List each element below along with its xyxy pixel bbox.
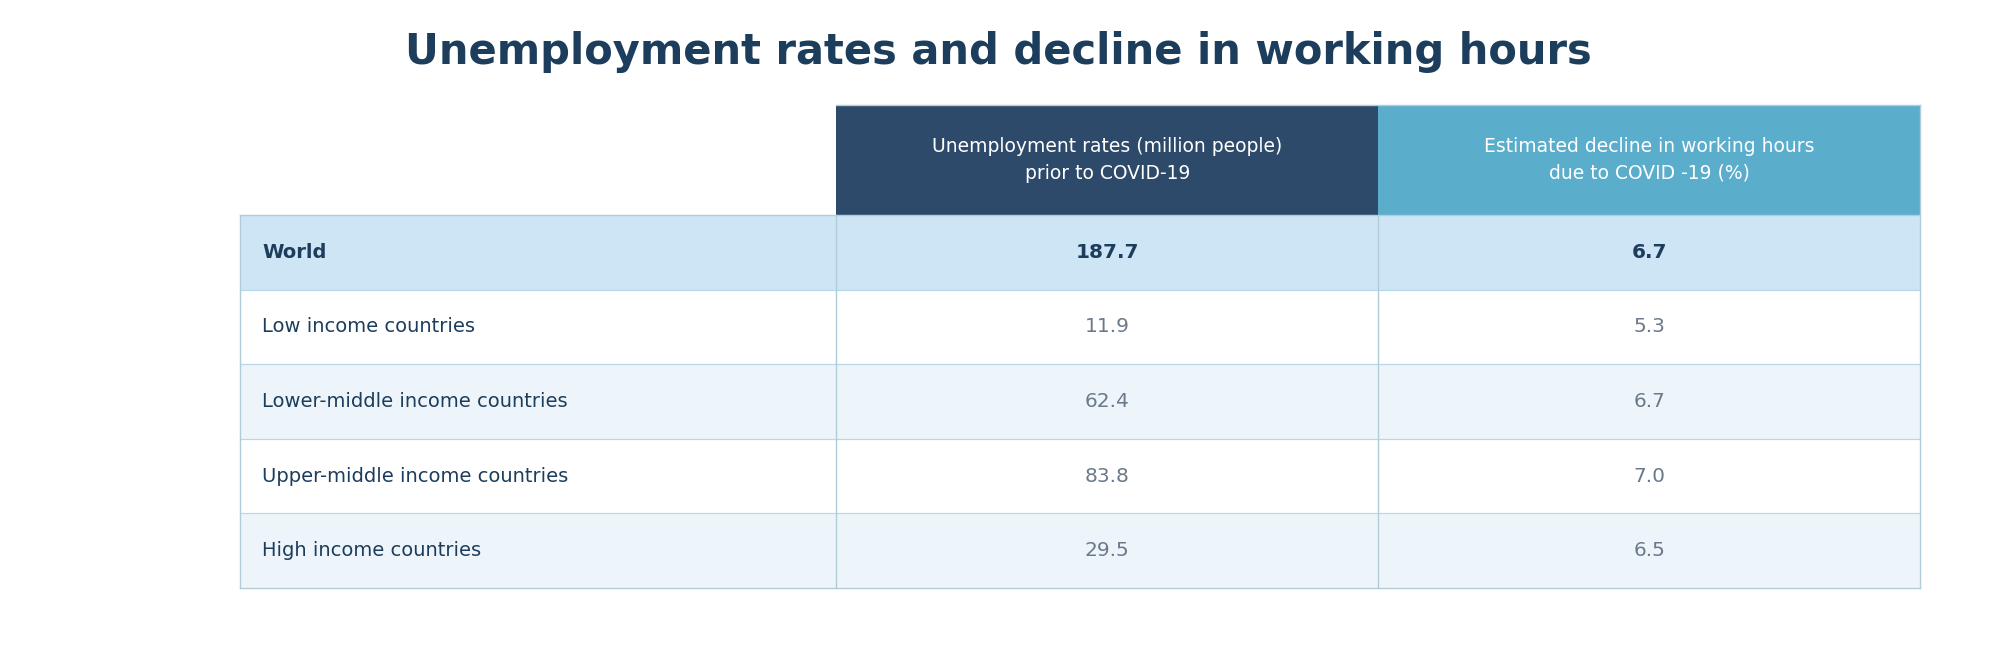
Text: 6.7: 6.7 xyxy=(1634,392,1665,411)
Text: World: World xyxy=(262,243,326,262)
Bar xyxy=(240,513,1919,588)
Text: Low income countries: Low income countries xyxy=(262,318,475,336)
Bar xyxy=(240,215,1919,290)
Text: Estimated decline in working hours
due to COVID -19 (%): Estimated decline in working hours due t… xyxy=(1484,137,1815,182)
Text: Lower-middle income countries: Lower-middle income countries xyxy=(262,392,567,411)
Text: 11.9: 11.9 xyxy=(1084,318,1130,336)
Text: 6.7: 6.7 xyxy=(1632,243,1667,262)
Bar xyxy=(240,364,1919,439)
Text: 83.8: 83.8 xyxy=(1084,467,1130,486)
Text: Unemployment rates and decline in working hours: Unemployment rates and decline in workin… xyxy=(405,31,1592,73)
Text: 7.0: 7.0 xyxy=(1634,467,1665,486)
Text: 62.4: 62.4 xyxy=(1084,392,1130,411)
Bar xyxy=(240,290,1919,364)
Text: High income countries: High income countries xyxy=(262,541,481,560)
Text: 5.3: 5.3 xyxy=(1634,318,1665,336)
Text: Upper-middle income countries: Upper-middle income countries xyxy=(262,467,569,486)
Bar xyxy=(240,439,1919,513)
Text: 29.5: 29.5 xyxy=(1084,541,1130,560)
Bar xyxy=(1378,105,1919,215)
Text: 6.5: 6.5 xyxy=(1634,541,1665,560)
Text: 187.7: 187.7 xyxy=(1076,243,1138,262)
Text: Unemployment rates (million people)
prior to COVID-19: Unemployment rates (million people) prio… xyxy=(933,137,1282,182)
Bar xyxy=(837,105,1378,215)
